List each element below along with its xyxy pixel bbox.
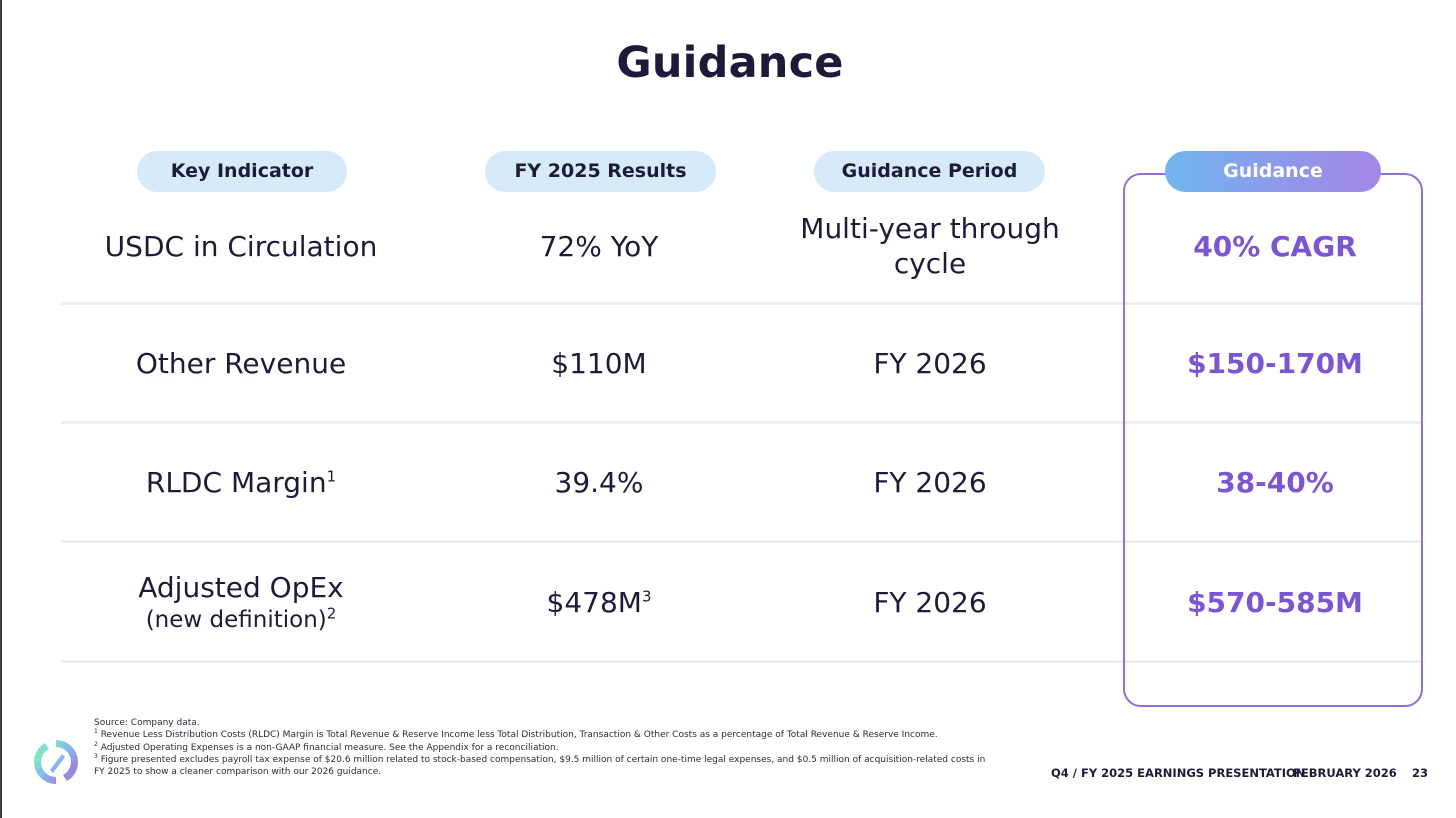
row-divider	[61, 540, 1421, 543]
guidance-cell: 40% CAGR	[1125, 189, 1425, 305]
period-line-2: cycle	[893, 247, 967, 280]
guidance-cell: $570-585M	[1125, 543, 1425, 663]
guidance-value: $150-170M	[1187, 347, 1363, 381]
guidance-value: 40% CAGR	[1193, 229, 1357, 263]
period-value: FY 2026	[873, 347, 987, 381]
footnote-3: 3 Figure presented excludes payroll tax …	[94, 752, 986, 778]
period-value: FY 2026	[873, 466, 987, 500]
guidance-cell: $150-170M	[1125, 305, 1425, 424]
header-key-indicator: Key Indicator	[137, 151, 347, 192]
results-value: 72% YoY	[539, 229, 659, 263]
indicator-cell: Adjusted OpEx (new definition)2	[91, 543, 391, 663]
results-cell: $478M3	[449, 543, 749, 663]
results-cell: 72% YoY	[449, 189, 749, 305]
footnote-2: 2 Adjusted Operating Expenses is a non-G…	[94, 740, 559, 753]
header-guidance: Guidance	[1165, 151, 1381, 192]
footer-presentation-name: Q4 / FY 2025 EARNINGS PRESENTATION	[1051, 766, 1306, 780]
circle-logo-icon	[34, 740, 78, 784]
results-cell: $110M	[449, 305, 749, 424]
page-title: Guidance	[616, 38, 844, 88]
footer-date: FEBRUARY 2026	[1293, 766, 1397, 780]
results-cell: 39.4%	[449, 424, 749, 543]
table-row: Other Revenue $110M FY 2026 $150-170M	[61, 305, 1421, 424]
row-divider	[61, 660, 1421, 663]
header-fy-results: FY 2025 Results	[485, 151, 716, 192]
period-line-1: Multi-year through	[800, 212, 1060, 246]
row-divider	[61, 421, 1421, 424]
indicator-label: RLDC Margin	[145, 466, 327, 500]
indicator-label: USDC in Circulation	[104, 229, 378, 263]
page-number: 23	[1412, 766, 1429, 780]
period-cell: FY 2026	[780, 543, 1080, 663]
table-row: RLDC Margin1 39.4% FY 2026 38-40%	[61, 424, 1421, 543]
period-cell: Multi-year through cycle	[780, 189, 1080, 305]
table-row: USDC in Circulation 72% YoY Multi-year t…	[61, 189, 1421, 305]
indicator-cell: RLDC Margin1	[91, 424, 391, 543]
period-cell: FY 2026	[780, 305, 1080, 424]
footnote-marker: 2	[326, 604, 337, 623]
results-value: 39.4%	[554, 466, 644, 500]
footnote-marker: 1	[326, 467, 337, 486]
guidance-value: $570-585M	[1187, 585, 1363, 619]
guidance-value: 38-40%	[1216, 466, 1334, 500]
row-divider	[61, 302, 1421, 305]
results-value: $478M	[546, 585, 642, 619]
period-value: FY 2026	[873, 585, 987, 619]
indicator-cell: Other Revenue	[91, 305, 391, 424]
table-row: Adjusted OpEx (new definition)2 $478M3 F…	[61, 543, 1421, 663]
period-cell: FY 2026	[780, 424, 1080, 543]
header-guidance-period: Guidance Period	[814, 151, 1045, 192]
footnote-source: Source: Company data.	[94, 718, 200, 728]
indicator-sublabel: (new definition)	[145, 607, 327, 634]
indicator-label: Adjusted OpEx	[138, 571, 344, 605]
indicator-label: Other Revenue	[135, 347, 347, 381]
results-value: $110M	[551, 347, 647, 381]
footnote-1: 1 Revenue Less Distribution Costs (RLDC)…	[94, 728, 938, 741]
left-edge-rule	[0, 0, 2, 818]
footnotes: Source: Company data. 1 Revenue Less Dis…	[94, 717, 994, 778]
footnote-marker: 3	[641, 587, 652, 606]
indicator-cell: USDC in Circulation	[91, 189, 391, 305]
guidance-cell: 38-40%	[1125, 424, 1425, 543]
